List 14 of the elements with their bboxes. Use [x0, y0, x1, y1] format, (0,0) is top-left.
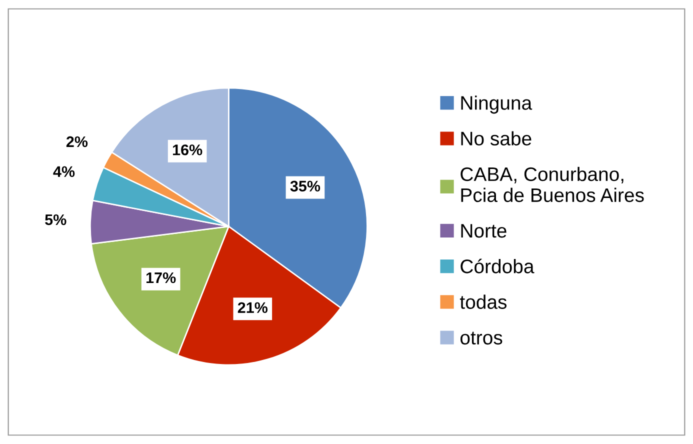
legend-label: No sabe [461, 131, 532, 146]
legend-label: Ninguna [461, 96, 532, 114]
legend-label: otros [460, 332, 502, 345]
data-label: 4% [53, 166, 75, 177]
data-label: 2% [66, 136, 88, 148]
legend-label: Norte [461, 224, 506, 238]
data-label: 35% [290, 180, 320, 192]
legend-label: CABA, Conurbano, Pcia de Buenos Aires [460, 166, 644, 202]
data-label: 21% [238, 302, 268, 313]
data-label: 5% [45, 214, 66, 226]
data-label: 17% [146, 272, 176, 284]
legend-label: Córdoba [460, 258, 534, 274]
legend-label: todas [460, 294, 507, 309]
data-label: 16% [172, 144, 202, 156]
